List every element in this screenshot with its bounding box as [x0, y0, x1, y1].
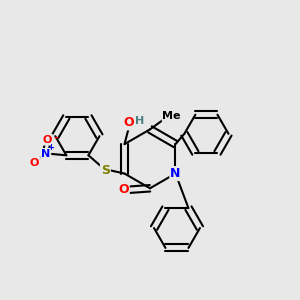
- Text: S: S: [101, 164, 110, 176]
- Text: N: N: [41, 149, 50, 159]
- Text: N: N: [170, 167, 181, 180]
- Text: O: O: [124, 116, 134, 129]
- Text: +: +: [47, 143, 54, 152]
- Text: -: -: [53, 132, 58, 142]
- Text: O: O: [43, 135, 52, 145]
- Text: Me: Me: [162, 111, 181, 121]
- Text: H: H: [136, 116, 145, 126]
- Text: O: O: [30, 158, 39, 168]
- Text: O: O: [118, 183, 129, 196]
